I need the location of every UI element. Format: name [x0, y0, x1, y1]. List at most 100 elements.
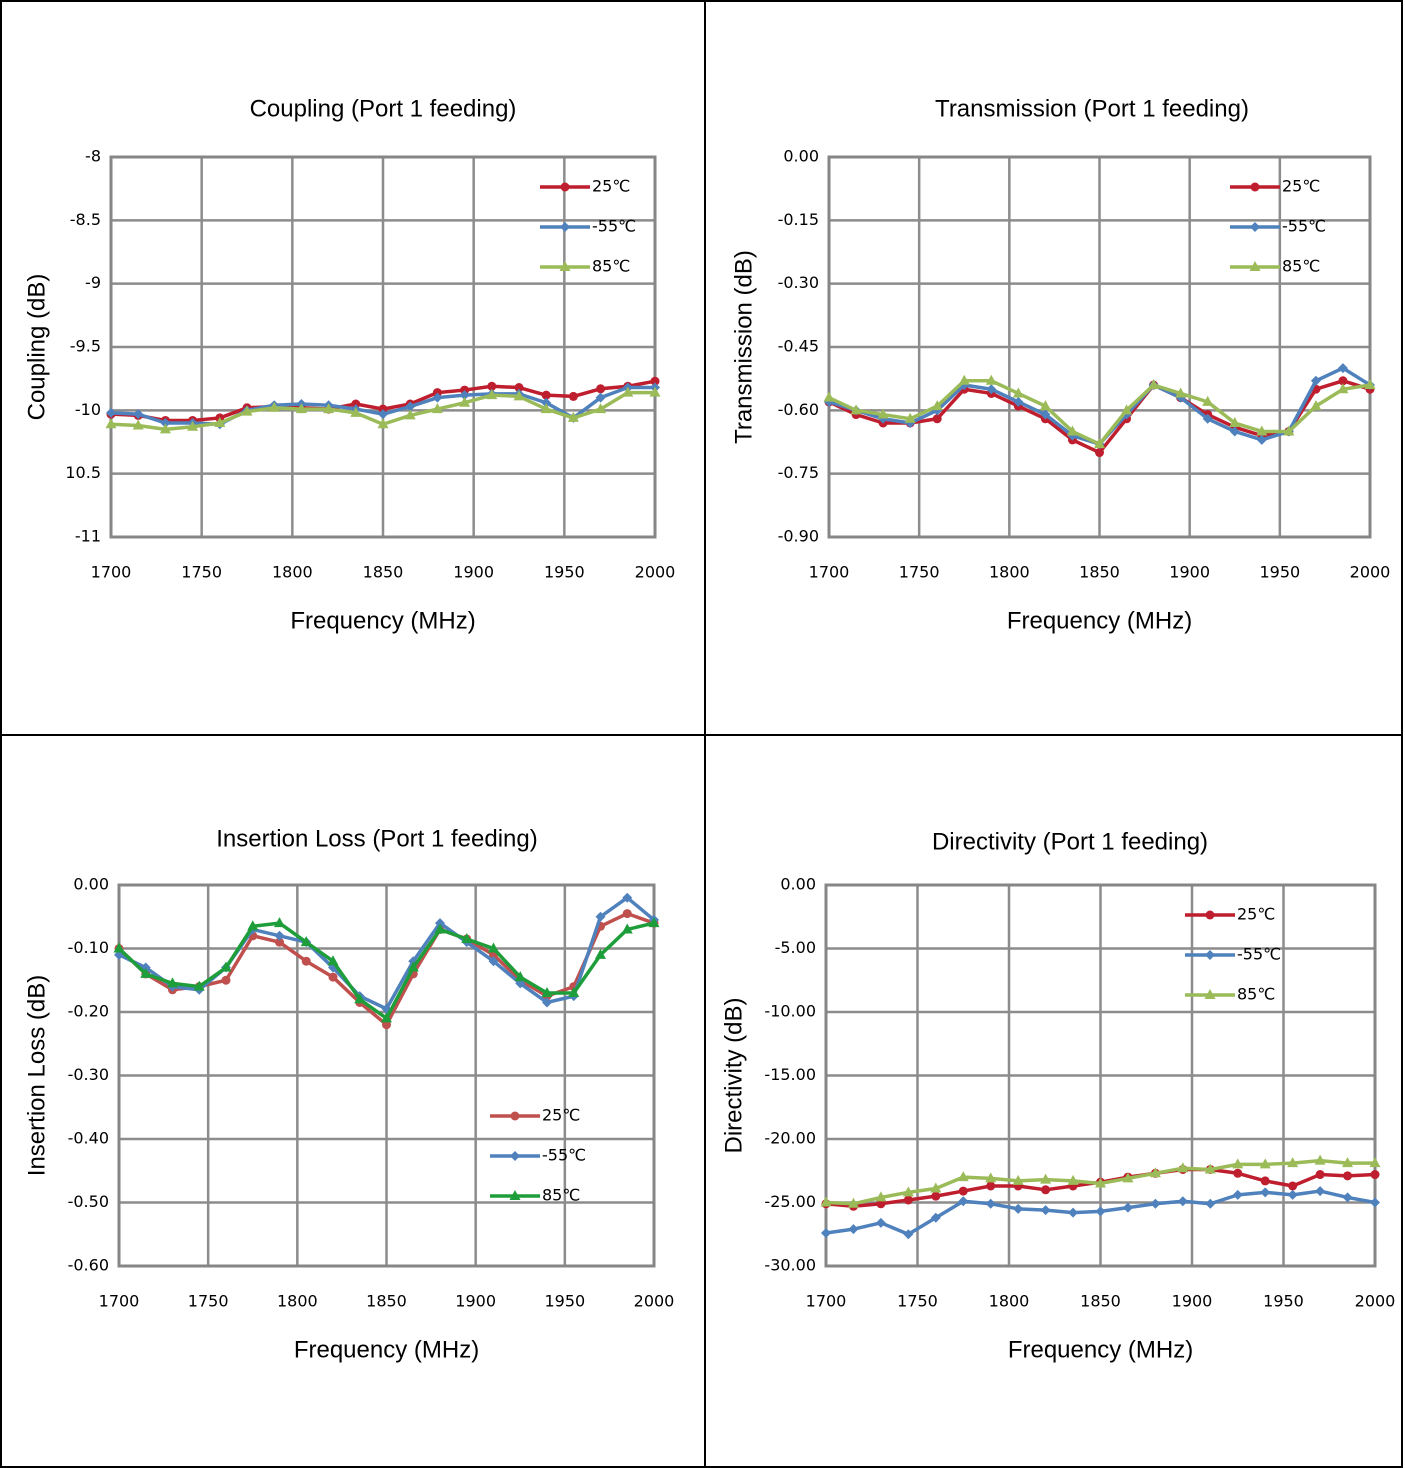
marker [877, 408, 889, 419]
marker [848, 1224, 859, 1235]
marker [381, 1012, 392, 1023]
y-tick-label: 0.00 [780, 875, 816, 894]
x-tick-label: 1700 [91, 563, 132, 582]
marker [514, 383, 524, 393]
marker [568, 986, 580, 997]
marker [187, 420, 199, 431]
x-tick-label: 1700 [809, 563, 850, 582]
marker [1204, 1163, 1216, 1174]
marker [132, 419, 144, 430]
marker [958, 374, 970, 385]
x-axis-title: Frequency (MHz) [1008, 1336, 1193, 1363]
marker [327, 955, 339, 966]
marker [1094, 438, 1105, 449]
plot-border [824, 883, 1377, 1268]
legend-label: -55℃ [1237, 945, 1281, 964]
x-tick-label: 1700 [806, 1292, 847, 1311]
x-tick-label: 1850 [1080, 1292, 1121, 1311]
y-tick-label: -25.00 [764, 1192, 816, 1211]
legend-marker [1249, 261, 1261, 271]
marker [1013, 1203, 1024, 1214]
marker [1202, 413, 1213, 424]
marker [193, 980, 205, 991]
marker [1337, 363, 1348, 374]
legend-label: 85℃ [1282, 257, 1320, 276]
marker [595, 948, 606, 959]
marker [378, 409, 388, 420]
marker [1369, 1157, 1381, 1168]
marker [985, 1198, 996, 1209]
legend-label: 25℃ [592, 177, 630, 196]
marker [275, 937, 284, 947]
marker [295, 403, 307, 414]
y-tick-label: 0.00 [73, 875, 109, 894]
y-tick-label: -30.00 [764, 1256, 816, 1275]
marker [1149, 1167, 1161, 1178]
marker [354, 993, 366, 1004]
marker [648, 917, 660, 928]
marker [1040, 1205, 1051, 1216]
marker [220, 961, 232, 972]
marker [1364, 379, 1376, 389]
plot-border [109, 155, 657, 539]
marker [930, 1212, 941, 1223]
marker [1256, 425, 1268, 436]
marker [1229, 417, 1241, 427]
marker [847, 1197, 859, 1208]
marker [930, 1182, 942, 1193]
x-axis-title: Frequency (MHz) [290, 607, 475, 634]
marker [167, 977, 178, 988]
marker [903, 1195, 913, 1205]
marker [1122, 1202, 1133, 1213]
y-tick-label: -9 [85, 273, 101, 292]
legend-label: 25℃ [1237, 905, 1275, 924]
marker [1095, 1177, 1106, 1188]
marker [1039, 400, 1051, 411]
y-tick-label: -0.90 [778, 527, 819, 546]
y-axis-title: Directivity (dB) [720, 997, 747, 1153]
marker [875, 1191, 887, 1202]
x-tick-label: 1900 [1172, 1292, 1213, 1311]
marker [542, 997, 552, 1008]
marker [595, 911, 606, 922]
marker [986, 1181, 996, 1191]
marker [274, 930, 285, 941]
y-tick-label: -0.45 [778, 337, 819, 356]
legend-label: 85℃ [1237, 985, 1275, 1004]
marker [932, 414, 942, 424]
chart-title: Transmission (Port 1 feeding) [935, 95, 1249, 122]
legend-label: 25℃ [542, 1106, 580, 1125]
legend-marker [1205, 950, 1215, 960]
marker [268, 401, 280, 412]
marker [1342, 1192, 1353, 1203]
marker [432, 392, 443, 403]
marker [1287, 1189, 1298, 1200]
marker [1370, 1170, 1380, 1180]
y-tick-label: -0.15 [778, 210, 819, 229]
x-tick-label: 2000 [635, 563, 676, 582]
marker [460, 385, 470, 395]
legend-marker [1204, 989, 1216, 999]
marker [1202, 395, 1214, 406]
chart-title: Directivity (Port 1 feeding) [932, 828, 1208, 855]
y-tick-label: -15.00 [764, 1065, 816, 1084]
y-tick-label: -5.00 [775, 938, 816, 957]
chart-title: Insertion Loss (Port 1 feeding) [216, 825, 538, 852]
marker [459, 396, 471, 407]
marker [1260, 1176, 1270, 1186]
marker [958, 1186, 968, 1196]
marker [1338, 376, 1348, 386]
legend-label: 85℃ [592, 257, 630, 276]
marker [1287, 1157, 1299, 1168]
x-tick-label: 2000 [1355, 1292, 1396, 1311]
marker [214, 417, 226, 427]
marker [435, 918, 445, 929]
plot-border [117, 883, 656, 1268]
plot-border [827, 155, 1372, 539]
legend-marker [1250, 182, 1260, 192]
chart-title: Coupling (Port 1 feeding) [250, 95, 517, 122]
x-axis-title: Frequency (MHz) [294, 1336, 479, 1363]
y-tick-label: -8.5 [70, 210, 101, 229]
legend-marker [510, 1111, 520, 1121]
marker [1122, 1172, 1134, 1183]
